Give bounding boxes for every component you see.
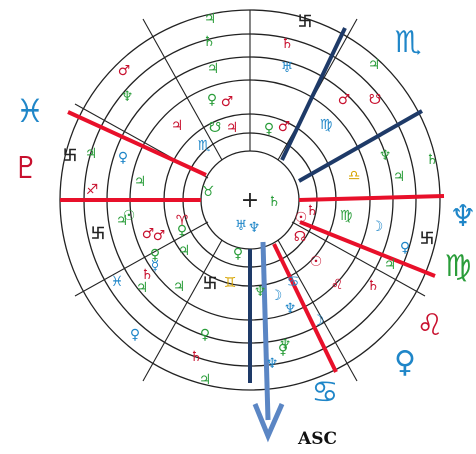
outer-pluto-icon: ♇ — [13, 151, 40, 186]
ring-symbol-icon: ♅ — [281, 60, 294, 76]
ring-symbol-icon: ♀ — [118, 150, 128, 166]
ring-symbol-icon: ☿ — [151, 258, 160, 274]
ring-symbol-icon: ♍ — [340, 208, 353, 224]
ring-symbol-icon: ☉ — [295, 210, 308, 226]
ring-symbol-icon: ♄ — [306, 203, 319, 219]
ring-symbol-icon: ♀ — [233, 246, 243, 262]
ring-symbol-icon: ♀ — [150, 247, 160, 263]
ring-symbol-icon: ♆ — [284, 301, 297, 317]
ring-symbol-icon: ♂ — [221, 94, 234, 110]
blue-cusp-lines — [248, 27, 423, 383]
ring-symbol-icon: ♋ — [287, 274, 300, 290]
ring-symbol-icon: ♅ — [235, 218, 248, 234]
ring-symbol-icon: ♃ — [116, 213, 129, 229]
ring-symbol-icon: ☽ — [371, 219, 384, 235]
ring-symbol-icon: ♀ — [264, 121, 274, 137]
outer-pisces-icon: ♓ — [16, 92, 45, 130]
ring-symbol-icon: ♀ — [207, 92, 217, 108]
ring-symbol-icon: ☋ — [369, 92, 381, 108]
asc-label: ASC — [297, 429, 337, 449]
ring-symbol-icon: ♆ — [121, 89, 134, 105]
red-cusp-lines — [60, 110, 445, 373]
ring-symbol-icon: ☋ — [209, 120, 221, 136]
ring-symbol-icon: ♄ — [281, 36, 294, 52]
ring-symbol-icon: ♆ — [379, 148, 392, 164]
ring-symbol-icon: ♃ — [368, 57, 381, 73]
ring-symbol-icon: ♂ — [142, 226, 155, 242]
ring-symbol-icon: 卐 — [298, 14, 312, 30]
ring-symbol-icon: ♀ — [200, 327, 210, 343]
ring-symbol-icon: ☽ — [270, 288, 283, 304]
ring-symbol-icon: ♊ — [224, 275, 237, 291]
ring-symbol-icon: ♂ — [278, 119, 291, 135]
ring-symbol-icon: ♍ — [320, 117, 333, 133]
ring-symbol-icon: ♆ — [248, 220, 261, 236]
outer-leo-icon: ♌ — [417, 308, 444, 343]
ring-symbol-icon: ♄ — [203, 34, 216, 50]
ring-symbol-icon: ♈ — [176, 213, 189, 229]
ring-symbol-icon: 卐 — [63, 148, 77, 164]
ring-symbol-icon: ♃ — [178, 243, 191, 259]
ring-symbol-icon: ☊ — [294, 229, 306, 245]
ring-symbol-icon: ♐ — [86, 182, 99, 198]
ring-symbol-icon: ♃ — [204, 11, 217, 27]
ring-symbol-icon: ♄ — [367, 278, 380, 294]
ring-symbol-icon: ♎ — [348, 168, 361, 184]
ring-symbol-icon: ♃ — [226, 120, 239, 136]
ring-symbol-icon: ♃ — [393, 169, 406, 185]
outer-scorpio-icon: ♏ — [395, 25, 422, 60]
ring-symbol-icon: ♄ — [426, 152, 439, 168]
ring-symbol-icon: ♃ — [199, 372, 212, 388]
ring-symbol-icon: ♀ — [400, 240, 410, 256]
ring-symbol-icon: 卐 — [420, 231, 434, 247]
ring-symbol-icon: ♄ — [268, 194, 281, 210]
ring-symbol-icon: ♀ — [177, 223, 187, 239]
ring-symbol-icon: ♆ — [266, 356, 279, 372]
ring-symbol-icon: ♂ — [338, 92, 351, 108]
ring-symbol-icon: ♃ — [85, 146, 98, 162]
ring-symbol-icon: ♀ — [278, 342, 288, 358]
ring-symbol-icon: ♃ — [136, 280, 149, 296]
ring-symbols: ♃ 卐♄♃♄♅♂♆ ♀ ♂♍♃☋♃ ☋ ♀ ♂♆ ♄♎ ♃卐 ♀♃♍☽♄☊ 卐♀☉♌ ♄♃☉♆♋♆☽♅… — [63, 11, 438, 388]
ring-symbol-icon: ♀ — [130, 327, 140, 343]
ring-symbol-icon: ☉ — [123, 208, 136, 224]
ring-symbol-icon: 卐 — [203, 276, 217, 292]
ring-symbol-icon: ♌ — [331, 277, 344, 293]
ring-symbol-icon: ♃ — [173, 279, 186, 295]
ring-symbol-icon: ♃ — [171, 118, 184, 134]
ring-symbol-icon: ♄ — [141, 267, 154, 283]
ring-symbol-icon: ☽ — [312, 313, 325, 329]
outer-venus-icon: ♀ — [394, 345, 416, 380]
outer-virgo-icon: ♍ — [445, 249, 472, 284]
asc-arrow — [252, 241, 285, 443]
center-mark: + — [241, 188, 259, 213]
ring-symbol-icon: ♏ — [198, 138, 211, 154]
ring-symbol-icon: ♆ — [254, 284, 267, 300]
outer-cancer-icon: ♋ — [312, 375, 339, 410]
ring-symbol-icon: ♃ — [207, 61, 220, 77]
ring-symbol-icon: ♃ — [134, 174, 147, 190]
ring-symbol-icon: ♂ — [118, 63, 131, 79]
outer-signs: ♏♓♇♆♍♌♀♋ — [13, 25, 476, 410]
ring-symbol-icon: ☉ — [310, 254, 323, 270]
ring-symbol-icon: ♓ — [111, 274, 124, 290]
ring-symbol-icon: ♄ — [190, 349, 203, 365]
ring-symbol-icon: 卐 — [91, 226, 105, 242]
ring-symbol-icon: ♆ — [279, 337, 292, 353]
ring-symbol-icon: ♂ — [153, 228, 166, 244]
ring-symbol-icon: ♉ — [202, 184, 215, 200]
ring-symbol-icon: ♃ — [384, 257, 397, 273]
outer-neptune-icon: ♆ — [450, 199, 476, 234]
